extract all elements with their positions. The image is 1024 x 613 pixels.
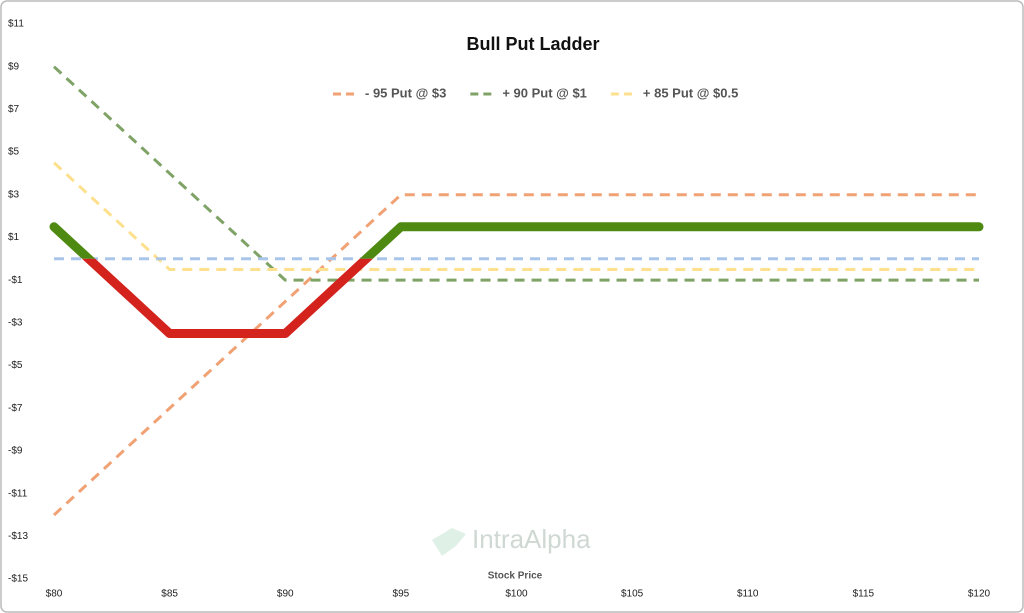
chart-title: Bull Put Ladder	[466, 34, 599, 54]
y-tick-label: -$1	[8, 275, 23, 286]
series-line	[52, 65, 979, 282]
y-tick-label: -$11	[8, 488, 28, 499]
x-tick-label: $85	[161, 589, 178, 600]
watermark: IntraAlpha	[472, 524, 591, 554]
y-tick-label: $3	[8, 189, 20, 200]
legend-label: + 85 Put @ $0.5	[643, 85, 738, 100]
x-tick-label: $80	[46, 589, 63, 600]
legend-label: - 95 Put @ $3	[365, 85, 446, 100]
y-tick-label: -$9	[8, 446, 23, 457]
y-tick-label: $1	[8, 232, 20, 243]
y-tick-label: -$3	[8, 317, 23, 328]
x-tick-label: $100	[505, 589, 528, 600]
legend-label: + 90 Put @ $1	[502, 85, 587, 100]
y-tick-label: -$15	[8, 574, 28, 585]
y-tick-label: $7	[8, 104, 20, 115]
x-tick-label: $95	[393, 589, 410, 600]
watermark-icon	[432, 528, 466, 556]
y-tick-label: -$5	[8, 360, 23, 371]
y-tick-label: -$7	[8, 403, 23, 414]
x-axis-label: Stock Price	[488, 571, 543, 582]
series-line	[49, 222, 984, 259]
x-tick-label: $105	[621, 589, 644, 600]
y-tick-label: $5	[8, 147, 20, 158]
y-tick-label: -$13	[8, 531, 28, 542]
series-line	[82, 258, 373, 339]
x-tick-label: $110	[737, 589, 759, 600]
series-line	[52, 193, 979, 517]
x-tick-label: $115	[853, 589, 875, 600]
legend: - 95 Put @ $3 + 90 Put @ $1 + 85 Put @ $0.…	[333, 85, 738, 100]
series-line	[52, 161, 979, 271]
y-tick-label: $9	[8, 61, 20, 72]
x-tick-label: $120	[968, 589, 991, 600]
y-tick-label: $11	[8, 19, 24, 30]
x-tick-label: $90	[277, 589, 294, 600]
